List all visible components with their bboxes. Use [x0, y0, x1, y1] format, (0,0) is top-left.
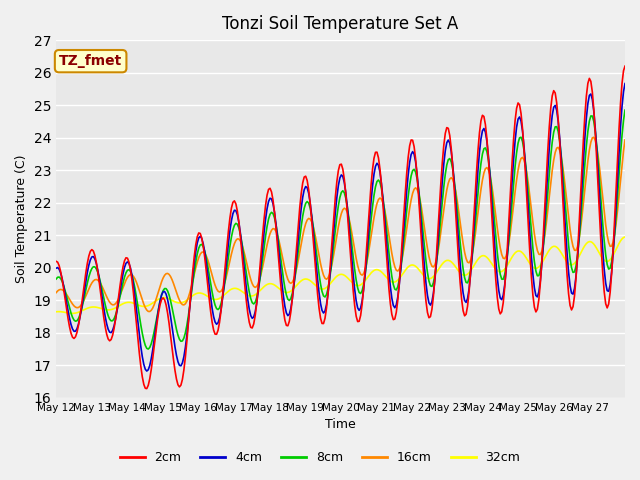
Text: TZ_fmet: TZ_fmet: [59, 54, 122, 68]
Y-axis label: Soil Temperature (C): Soil Temperature (C): [15, 155, 28, 283]
Title: Tonzi Soil Temperature Set A: Tonzi Soil Temperature Set A: [223, 15, 459, 33]
Legend: 2cm, 4cm, 8cm, 16cm, 32cm: 2cm, 4cm, 8cm, 16cm, 32cm: [115, 446, 525, 469]
X-axis label: Time: Time: [325, 419, 356, 432]
